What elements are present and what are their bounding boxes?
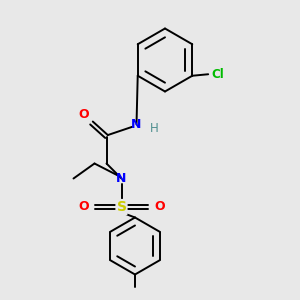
Text: Cl: Cl xyxy=(212,68,224,81)
Text: N: N xyxy=(131,118,142,131)
Text: O: O xyxy=(79,200,89,214)
Text: N: N xyxy=(116,172,127,185)
Text: S: S xyxy=(116,200,127,214)
Text: H: H xyxy=(150,122,159,135)
Text: O: O xyxy=(154,200,164,214)
Text: O: O xyxy=(79,108,89,121)
